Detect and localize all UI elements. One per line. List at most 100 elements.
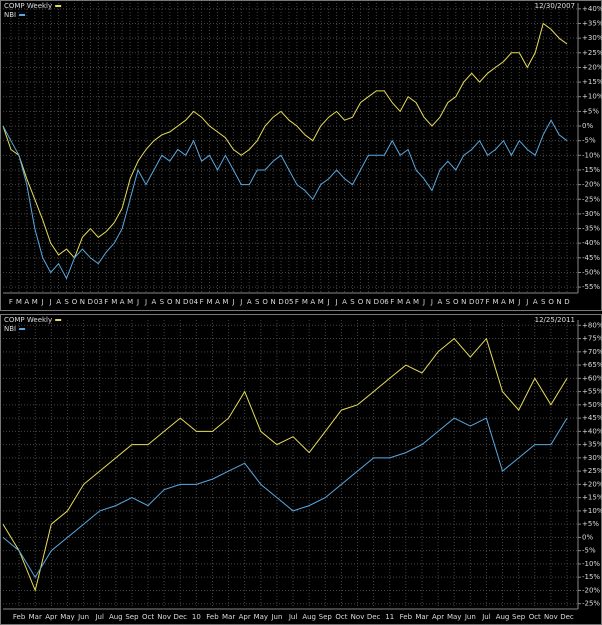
x-tick-label: M [222, 298, 228, 306]
x-tick-label: F [295, 298, 299, 306]
y-tick-label: -20% [582, 181, 600, 189]
x-tick-label: Jul [94, 613, 104, 621]
x-tick-label: S [541, 298, 546, 306]
x-tick-label: Jun [270, 613, 282, 621]
y-tick-label: +40% [582, 5, 602, 13]
x-tick-label: Feb [13, 613, 26, 621]
x-tick-label: Jun [77, 613, 89, 621]
x-tick-label: J [525, 298, 528, 306]
x-tick-label: Aug [496, 613, 510, 621]
x-tick-label: A [310, 298, 315, 306]
x-tick-label: Sep [512, 613, 526, 621]
x-tick-label: J [335, 298, 338, 306]
y-tick-label: -25% [582, 195, 600, 203]
x-tick-label: M [127, 298, 133, 306]
y-tick-label: +30% [582, 34, 602, 42]
x-tick-label: May [254, 613, 268, 621]
y-tick-label: -10% [582, 151, 600, 159]
x-tick-label: J [231, 298, 234, 306]
x-tick-label: 07 [475, 298, 484, 306]
x-tick-label: Apr [239, 613, 251, 621]
x-tick-label: D [183, 298, 188, 306]
y-tick-label: +25% [582, 49, 602, 57]
series-line [2, 417, 568, 579]
x-tick-label: A [342, 298, 347, 306]
x-tick-label: F [9, 298, 13, 306]
y-tick-label: +25% [582, 467, 602, 475]
legend-swatch [55, 5, 62, 7]
y-tick-label: +65% [582, 361, 602, 369]
x-tick-label: A [501, 298, 506, 306]
y-tick-label: +20% [582, 480, 602, 488]
y-tick-label: +20% [582, 63, 602, 71]
x-tick-label: J [327, 298, 330, 306]
legend-swatch [19, 328, 26, 330]
x-tick-label: Nov [351, 613, 365, 621]
legend-label: NBI [4, 11, 16, 19]
x-tick-label: Aug [109, 613, 123, 621]
x-tick-label: Apr [45, 613, 57, 621]
y-tick-label: -15% [582, 573, 600, 581]
series-line [2, 337, 568, 593]
legend-label: COMP Weekly [4, 2, 52, 10]
y-tick-label: +10% [582, 507, 602, 515]
x-tick-label: A [120, 298, 125, 306]
x-tick-label: N [80, 298, 85, 306]
x-tick-label: Nov [157, 613, 171, 621]
legend-swatch [19, 14, 26, 16]
x-tick-label: J [430, 298, 433, 306]
x-tick-label: A [533, 298, 538, 306]
x-tick-label: F [200, 298, 204, 306]
legend-swatch [55, 319, 62, 321]
x-tick-label: Feb [206, 613, 219, 621]
x-tick-label: Jul [288, 613, 298, 621]
x-tick-label: N [366, 298, 371, 306]
y-tick-label: -35% [582, 225, 600, 233]
x-tick-label: J [144, 298, 147, 306]
x-tick-label: M [32, 298, 38, 306]
date-label: 12/30/2007 [535, 2, 575, 10]
x-tick-label: O [453, 298, 459, 306]
y-tick-label: -55% [582, 283, 600, 291]
y-tick-label: +35% [582, 20, 602, 28]
x-tick-label: Feb [400, 613, 413, 621]
x-tick-label: J [422, 298, 425, 306]
y-tick-label: -45% [582, 254, 600, 262]
x-tick-label: Dec [173, 613, 187, 621]
x-tick-label: Mar [415, 613, 428, 621]
x-tick-label: D [374, 298, 379, 306]
x-tick-label: S [255, 298, 260, 306]
x-tick-label: M [508, 298, 514, 306]
y-tick-label: +60% [582, 374, 602, 382]
x-tick-label: A [152, 298, 157, 306]
x-tick-label: 04 [189, 298, 198, 306]
x-tick-label: M [413, 298, 419, 306]
y-tick-label: +75% [582, 335, 602, 343]
x-tick-label: J [49, 298, 52, 306]
x-tick-label: M [397, 298, 403, 306]
x-tick-label: Apr [432, 613, 444, 621]
x-tick-label: Oct [142, 613, 154, 621]
x-tick-label: S [64, 298, 69, 306]
x-tick-label: Sep [125, 613, 139, 621]
x-tick-label: N [556, 298, 561, 306]
x-tick-label: J [41, 298, 44, 306]
x-tick-label: M [111, 298, 117, 306]
x-tick-label: F [390, 298, 394, 306]
x-tick-label: A [247, 298, 252, 306]
y-tick-label: -50% [582, 268, 600, 276]
x-tick-label: Dec [367, 613, 381, 621]
legend-label: COMP Weekly [4, 316, 52, 324]
x-tick-label: Sep [319, 613, 333, 621]
x-tick-label: A [438, 298, 443, 306]
y-tick-label: -5% [582, 547, 596, 555]
y-tick-label: +10% [582, 93, 602, 101]
x-tick-label: 11 [385, 613, 394, 621]
x-tick-label: J [239, 298, 242, 306]
x-tick-label: Dec [560, 613, 574, 621]
x-tick-label: D [88, 298, 93, 306]
x-tick-label: M [492, 298, 498, 306]
x-tick-label: F [104, 298, 108, 306]
x-tick-label: O [358, 298, 364, 306]
